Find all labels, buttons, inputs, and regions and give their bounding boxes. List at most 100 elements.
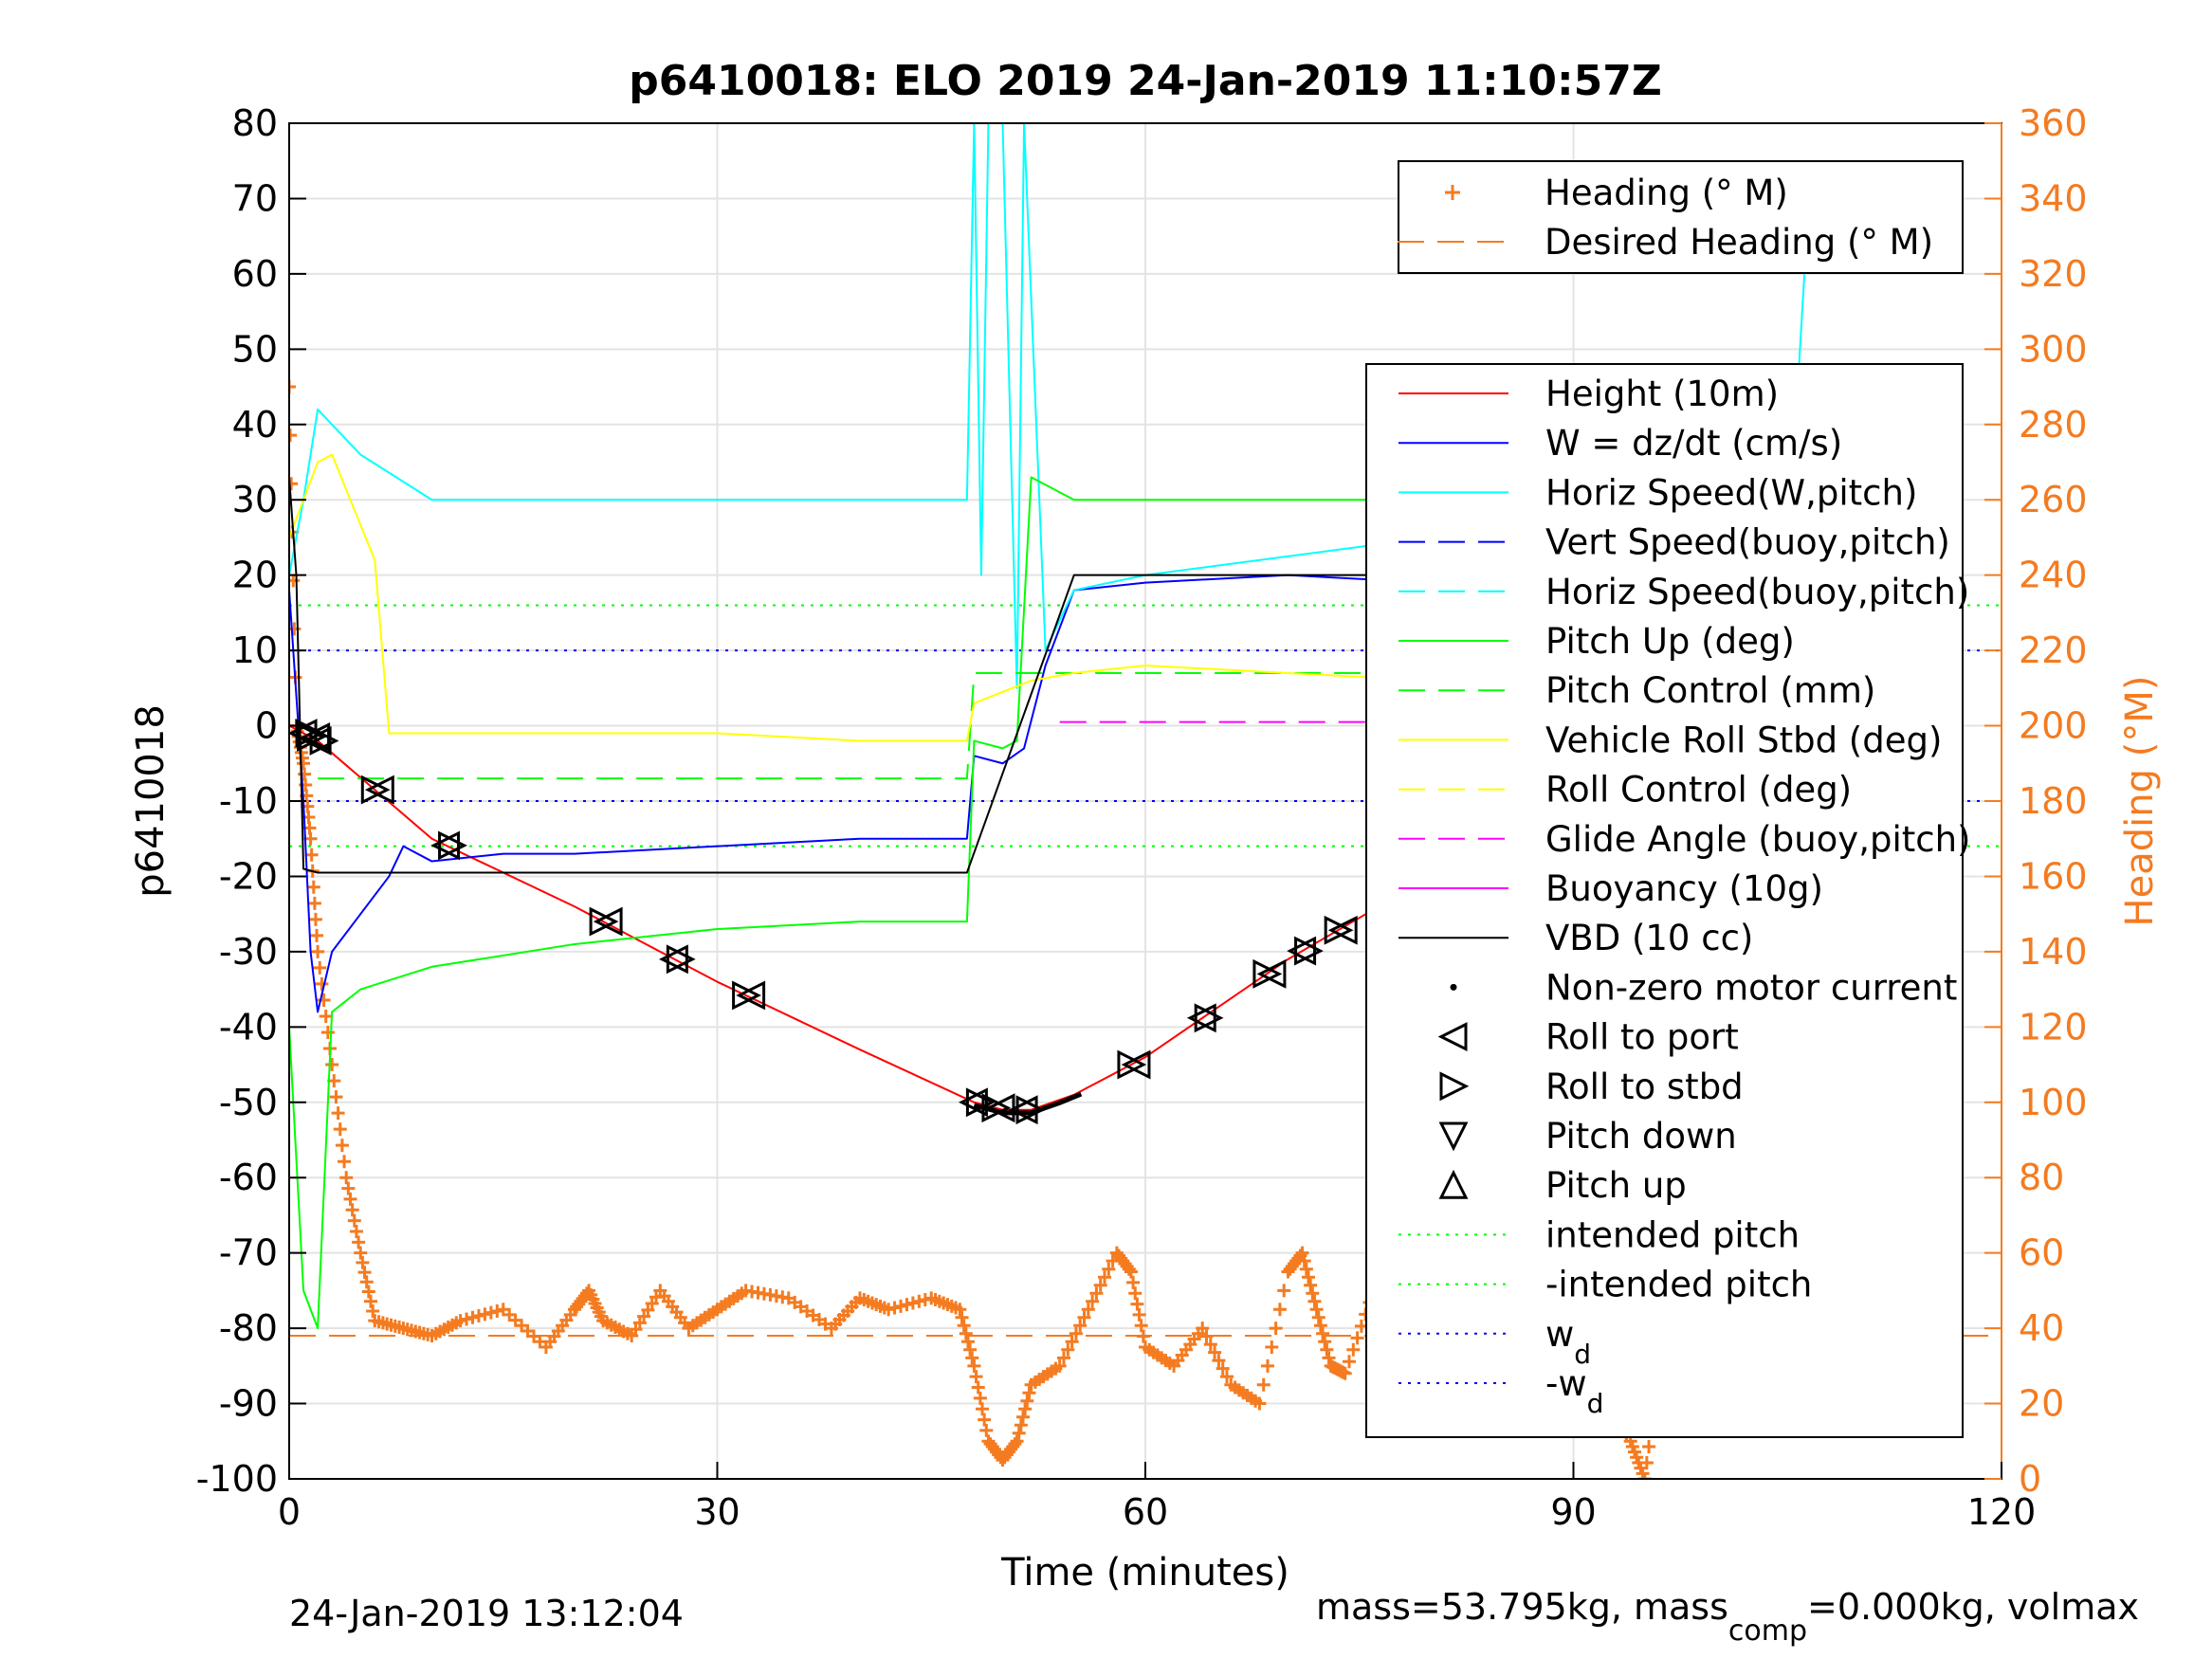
heading-point bbox=[1216, 1361, 1230, 1376]
legend-label: Roll Control (deg) bbox=[1545, 770, 1852, 811]
heading-point bbox=[1277, 1284, 1291, 1298]
event-marker bbox=[1327, 915, 1358, 945]
legend-marker bbox=[1437, 1022, 1468, 1052]
event-marker bbox=[593, 906, 623, 937]
y-tick-label: -30 bbox=[219, 931, 278, 973]
legend-label: Height (10m) bbox=[1545, 374, 1779, 414]
heading-point bbox=[310, 928, 324, 942]
legend-main: Height (10m) W = dz/dt (cm/s) Horiz Speed(… bbox=[1365, 363, 1970, 1438]
legend-label: Pitch down bbox=[1545, 1116, 1737, 1157]
y-tick-label: 60 bbox=[232, 253, 278, 295]
legend-marker bbox=[1450, 983, 1457, 991]
heading-point bbox=[466, 1310, 480, 1324]
heading-point bbox=[319, 1009, 333, 1023]
legend-marker bbox=[1445, 185, 1460, 200]
heading-point bbox=[1086, 1294, 1100, 1308]
event-marker bbox=[1252, 958, 1283, 989]
legend-marker bbox=[1439, 1071, 1470, 1102]
heading-point bbox=[357, 1266, 372, 1280]
heading-point bbox=[1261, 1358, 1274, 1373]
heading-point bbox=[345, 1203, 359, 1217]
heading-point bbox=[1018, 1402, 1033, 1416]
y2-tick-label: 180 bbox=[2019, 780, 2088, 822]
heading-point bbox=[366, 1304, 380, 1318]
heading-point bbox=[289, 428, 298, 443]
heading-point bbox=[361, 1285, 375, 1299]
heading-point bbox=[306, 880, 320, 894]
heading-point bbox=[478, 1307, 492, 1322]
heading-point bbox=[460, 1312, 474, 1326]
y-tick-label: -90 bbox=[219, 1383, 278, 1425]
heading-point bbox=[1061, 1342, 1075, 1357]
event-marker bbox=[959, 1087, 988, 1118]
heading-point bbox=[957, 1319, 971, 1333]
heading-point bbox=[1307, 1294, 1322, 1308]
heading-point bbox=[1069, 1326, 1083, 1340]
heading-point bbox=[967, 1358, 981, 1373]
y2-tick-label: 100 bbox=[2019, 1082, 2088, 1123]
heading-point bbox=[1022, 1386, 1036, 1400]
legend-label: W = dz/dt (cm/s) bbox=[1545, 423, 1842, 464]
legend-heading-box bbox=[1398, 160, 1964, 274]
heading-point bbox=[971, 1380, 985, 1395]
heading-point bbox=[1642, 1439, 1656, 1453]
legend-label: Vehicle Roll Stbd (deg) bbox=[1545, 720, 1942, 760]
heading-point bbox=[1020, 1394, 1034, 1408]
event-marker bbox=[658, 944, 688, 975]
event-marker bbox=[1117, 1049, 1147, 1080]
heading-point bbox=[354, 1246, 368, 1260]
heading-point bbox=[343, 1192, 357, 1206]
heading-point bbox=[333, 1122, 347, 1137]
y2-tick-label: 20 bbox=[2019, 1383, 2064, 1425]
event-marker bbox=[364, 775, 394, 805]
heading-point bbox=[311, 944, 325, 958]
y-tick-label: -50 bbox=[219, 1082, 278, 1123]
heading-point bbox=[1089, 1286, 1104, 1301]
heading-point bbox=[1008, 1437, 1022, 1451]
legend-label: Vert Speed(buoy,pitch) bbox=[1545, 522, 1950, 563]
x-axis-ticks: 0 30 60 90 120 bbox=[278, 1462, 2036, 1533]
event-marker bbox=[1186, 1003, 1216, 1033]
heading-point bbox=[1132, 1307, 1146, 1322]
y-tick-label: -40 bbox=[219, 1006, 278, 1048]
legend-label-sub: d bbox=[1574, 1339, 1591, 1370]
heading-point bbox=[1338, 1366, 1352, 1380]
legend-label: Non-zero motor current bbox=[1545, 967, 1957, 1008]
y-tick-label: -60 bbox=[219, 1157, 278, 1198]
heading-point bbox=[1346, 1342, 1361, 1357]
heading-point bbox=[331, 1106, 345, 1121]
y2-tick-label: 0 bbox=[2019, 1458, 2041, 1500]
heading-point bbox=[289, 477, 299, 491]
heading-point bbox=[317, 993, 331, 1007]
heading-point bbox=[1265, 1340, 1279, 1354]
heading-point bbox=[1302, 1270, 1315, 1285]
event-marker bbox=[302, 726, 332, 756]
motor-current-trace bbox=[973, 1091, 1083, 1116]
heading-point bbox=[976, 1402, 989, 1416]
heading-point bbox=[1012, 1426, 1026, 1440]
heading-point bbox=[894, 1299, 907, 1313]
heading-point bbox=[969, 1370, 983, 1384]
heading-point bbox=[978, 1413, 992, 1427]
y2-tick-label: 340 bbox=[2019, 177, 2088, 219]
x-tick-label: 120 bbox=[1967, 1491, 2037, 1533]
event-marker bbox=[666, 944, 696, 975]
heading-point bbox=[490, 1304, 504, 1318]
legend-label: Horiz Speed(W,pitch) bbox=[1545, 472, 1917, 513]
heading-point bbox=[1098, 1270, 1111, 1285]
heading-point bbox=[1299, 1262, 1313, 1276]
legend-main-box bbox=[1365, 363, 1964, 1438]
heading-point bbox=[963, 1342, 978, 1357]
heading-point bbox=[1136, 1329, 1150, 1343]
footer-mass: mass=53.795kg, masscomp=0.000kg, volmax bbox=[1316, 1586, 2139, 1648]
y-axis-label: p6410018 bbox=[129, 704, 173, 898]
event-marker bbox=[1324, 915, 1354, 945]
event-marker bbox=[309, 726, 339, 756]
heading-point bbox=[1052, 1358, 1067, 1373]
heading-point bbox=[1124, 1265, 1138, 1279]
y-tick-label: -80 bbox=[219, 1307, 278, 1349]
event-marker bbox=[360, 775, 391, 805]
event-marker bbox=[732, 980, 761, 1011]
y2-tick-label: 140 bbox=[2019, 931, 2088, 973]
heading-point bbox=[1313, 1319, 1327, 1333]
